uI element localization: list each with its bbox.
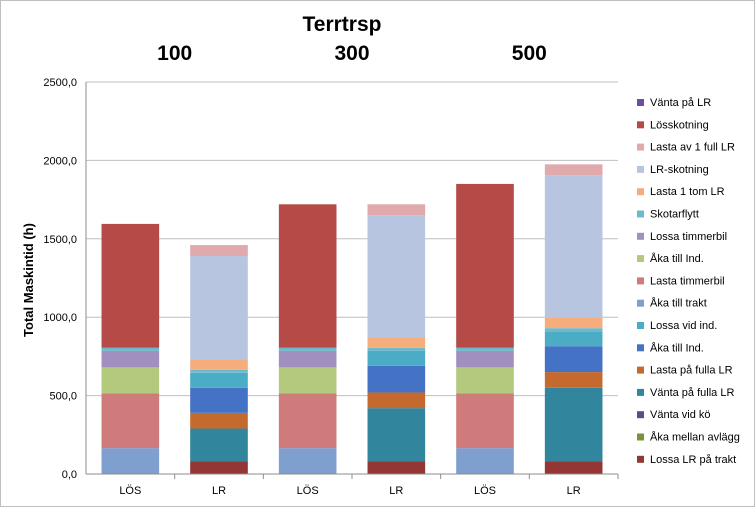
legend-swatch — [637, 165, 644, 173]
bar-segment — [190, 359, 248, 370]
legend-swatch — [637, 299, 644, 307]
legend-entry: Åka till trakt — [650, 297, 707, 310]
legend-entry: Vänta på fulla LR — [650, 387, 734, 399]
legend-swatch — [637, 255, 644, 263]
bar-segment — [544, 164, 603, 176]
bar-segment — [190, 412, 248, 429]
group-label: 500 — [512, 42, 547, 65]
bar-segment — [544, 372, 603, 388]
y-tick-label: 2000,0 — [43, 155, 77, 167]
bar-segment — [456, 350, 514, 368]
y-tick-label: 0,0 — [62, 469, 77, 481]
legend-swatch — [637, 411, 644, 419]
bar-segment — [101, 367, 160, 394]
legend-swatch — [637, 344, 644, 352]
bar-segment — [101, 350, 160, 368]
y-tick-label: 500,0 — [49, 391, 77, 403]
bar-segment — [367, 204, 426, 216]
bar-segment — [367, 365, 426, 393]
bar-segment — [456, 367, 514, 394]
bar-segment — [544, 328, 603, 332]
legend-entry: Lossa LR på trakt — [650, 454, 736, 466]
legend-entry: Lösskotning — [650, 119, 709, 131]
bar-segment — [367, 461, 426, 474]
bar-segment — [278, 448, 337, 474]
bar-segment — [544, 346, 603, 373]
bar-segment — [544, 461, 603, 474]
group-label: 100 — [157, 42, 192, 65]
bar-segment — [544, 387, 603, 462]
bar-segment — [278, 393, 337, 449]
legend-entry: Lossa vid ind. — [650, 320, 717, 332]
legend-swatch — [637, 322, 644, 329]
bar-segment — [190, 387, 248, 413]
legend-swatch — [637, 188, 644, 196]
bar-segment — [190, 369, 248, 373]
legend-swatch — [637, 121, 644, 129]
bar-segment — [190, 428, 248, 462]
legend-entry: Skotarflytt — [650, 209, 699, 221]
x-tick-label: LR — [567, 485, 581, 497]
bar-segment — [190, 245, 248, 257]
bar-segment — [367, 350, 426, 366]
bar-segment — [278, 350, 337, 368]
legend-swatch — [637, 277, 644, 285]
bar-segment — [544, 317, 603, 329]
y-tick-label: 1000,0 — [43, 312, 77, 324]
y-tick-label: 1500,0 — [43, 234, 77, 246]
bar-segment — [190, 372, 248, 388]
chart-title: Terrtrsp — [303, 13, 382, 36]
bar-segment — [544, 331, 603, 347]
legend-swatch — [637, 388, 644, 396]
bar-segment — [101, 347, 160, 351]
legend-swatch — [637, 143, 644, 151]
legend-entry: Lasta av 1 full LR — [650, 142, 735, 154]
x-tick-label: LÖS — [474, 485, 496, 497]
bar-segment — [456, 183, 514, 348]
y-axis-label: Total Maskintid (h) — [21, 223, 36, 337]
legend-entry: Vänta vid kö — [650, 409, 711, 421]
bar-segment — [367, 347, 426, 351]
bar-segment — [367, 408, 426, 462]
bar-segment — [367, 337, 426, 348]
legend-entry: Lasta på fulla LR — [650, 365, 733, 377]
bar-segment — [278, 367, 337, 394]
bar-segment — [278, 347, 337, 351]
legend-entry: Lasta 1 tom LR — [650, 186, 725, 198]
bar-segment — [544, 175, 603, 318]
legend-swatch — [637, 455, 644, 463]
legend-entry: Åka mellan avlägg — [650, 431, 740, 444]
bar-segment — [367, 215, 426, 338]
y-tick-label: 2500,0 — [43, 77, 77, 89]
bar-segment — [367, 392, 426, 409]
bar-segment — [456, 393, 514, 449]
x-tick-label: LR — [212, 485, 226, 497]
legend-swatch — [637, 210, 644, 218]
bar-segment — [190, 256, 248, 360]
bar-segment — [278, 204, 337, 348]
x-tick-label: LR — [389, 485, 403, 497]
bar-segment — [101, 393, 160, 449]
legend-entry: Lasta timmerbil — [650, 275, 725, 287]
bar-segment — [190, 461, 248, 474]
bar-segment — [101, 448, 160, 474]
bar-segment — [101, 223, 160, 348]
bar-segment — [456, 448, 514, 474]
legend-swatch — [637, 99, 644, 106]
x-tick-label: LÖS — [297, 485, 319, 497]
legend-swatch — [637, 366, 644, 374]
x-tick-label: LÖS — [119, 485, 141, 497]
bar-segment — [456, 347, 514, 351]
group-label: 300 — [334, 42, 369, 65]
legend-entry: Vänta på LR — [650, 97, 711, 109]
legend-entry: Åka till Ind. — [650, 252, 704, 265]
legend-swatch — [637, 433, 644, 441]
legend-entry: Åka till Ind. — [650, 341, 704, 354]
legend-entry: LR-skotning — [650, 164, 709, 176]
legend-swatch — [637, 232, 644, 240]
legend-entry: Lossa timmerbil — [650, 231, 727, 243]
